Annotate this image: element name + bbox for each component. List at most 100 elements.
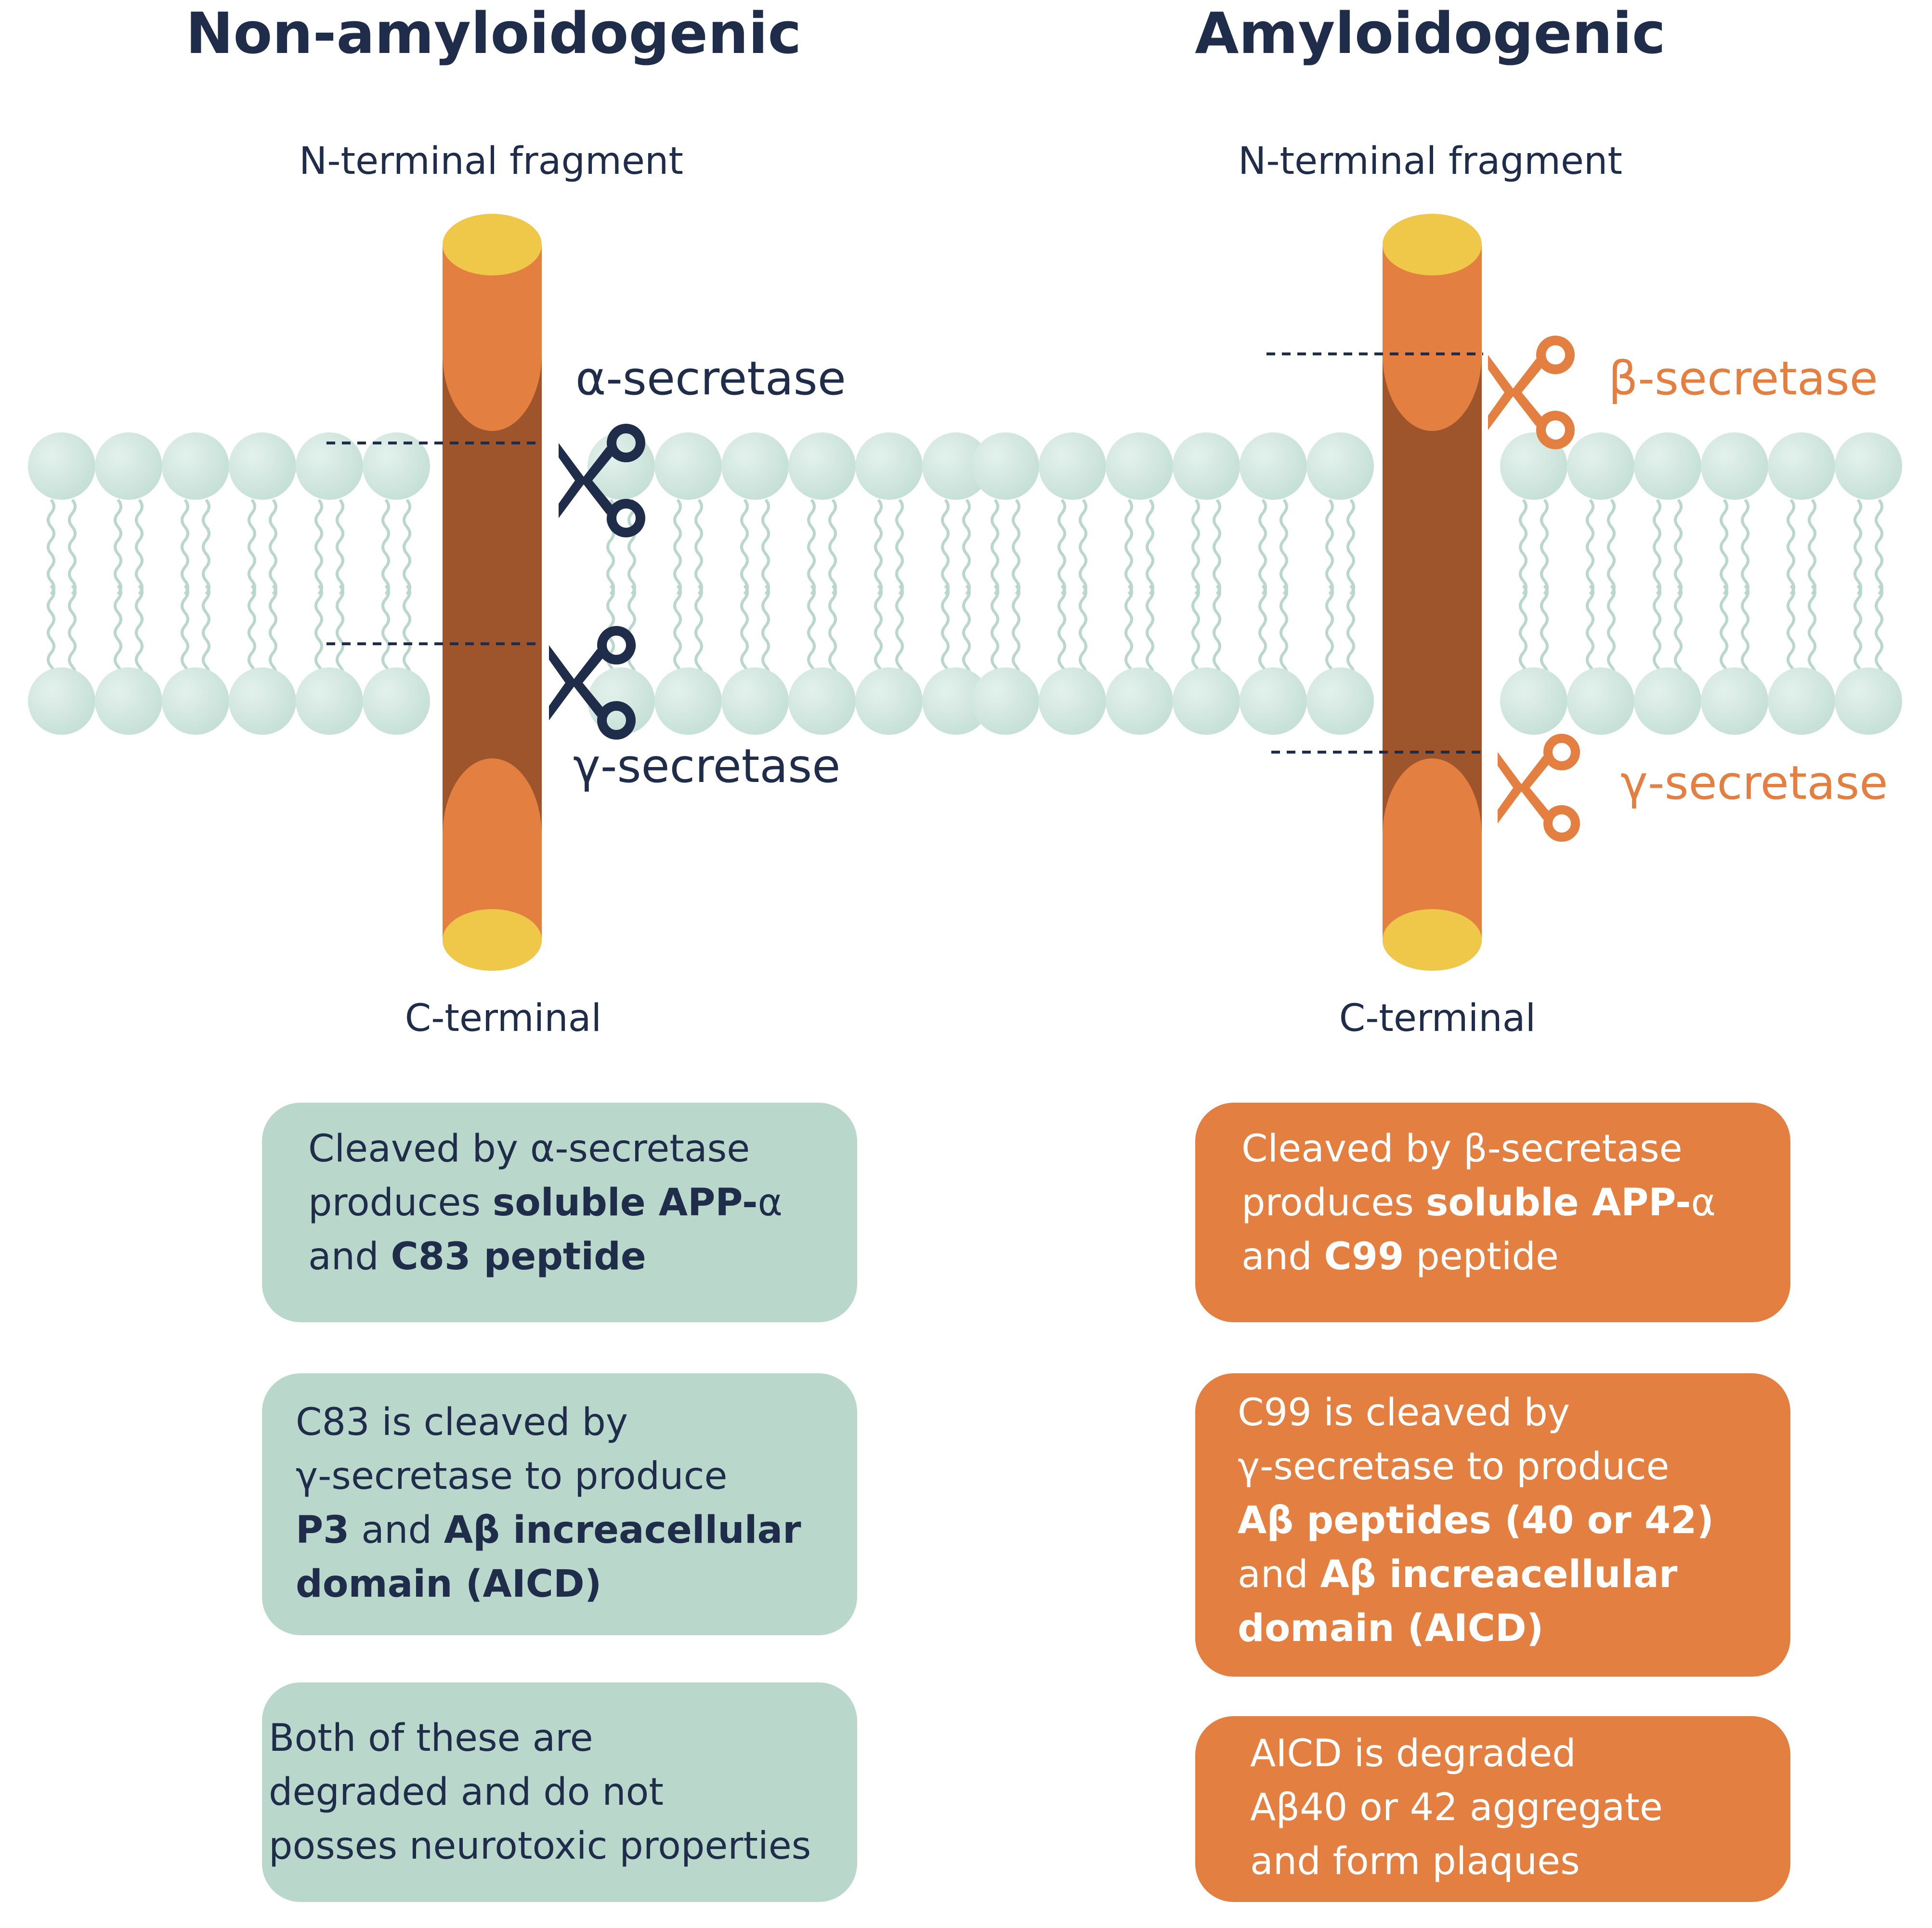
lipid-tail [874, 499, 883, 595]
lipid-tail [1875, 499, 1883, 595]
lipid-tail [991, 499, 999, 595]
lipid-tail [1808, 585, 1816, 681]
box-line: γ-secretase to produce [1238, 1440, 1748, 1494]
scissors-handle [597, 626, 636, 664]
lipid-tail [1146, 499, 1154, 595]
lipid-tail [135, 499, 144, 595]
protein-transmembrane-segment [443, 354, 542, 835]
box-text-run: Cleaved by β-secretase [1241, 1127, 1683, 1171]
box-text-run: posses neurotoxic properties [269, 1824, 811, 1868]
left-info-box-2-text: C83 is cleaved by γ-secretase to produce P… [296, 1395, 823, 1611]
lipid-tail [314, 585, 323, 681]
box-text-run: degraded and do not [269, 1771, 664, 1814]
box-text-run: and form plaques [1250, 1840, 1580, 1883]
lipid-tail [1124, 585, 1133, 681]
lipid-tail [202, 499, 210, 595]
box-line: domain (AICD) [1238, 1602, 1748, 1655]
lipid-tail [740, 499, 749, 595]
right-title: Amyloidogenic [1195, 0, 1666, 66]
box-line: Aβ peptides (40 or 42) [1238, 1494, 1748, 1548]
lipid-tail [1540, 499, 1549, 595]
lipid-tail [1519, 499, 1527, 595]
lipid-head [28, 667, 95, 735]
box-line: Cleaved by α-secretase [308, 1122, 811, 1176]
lipid-tail [941, 499, 950, 595]
lipid-tail [1258, 499, 1267, 595]
lipid-head [788, 432, 856, 500]
lipid-head [229, 667, 296, 735]
lipid-tail [1325, 499, 1334, 595]
lipid-tail [1191, 499, 1200, 595]
box-line: produces soluble APP-α [308, 1176, 811, 1230]
lipid-head [1701, 432, 1768, 500]
lipid-head [1039, 667, 1106, 735]
lipid-tail [1279, 499, 1288, 595]
right-gamma-secretase-label: γ-secretase [1620, 756, 1888, 810]
box-text-run: and [1241, 1235, 1324, 1278]
lipid-tail [336, 585, 344, 681]
lipid-tail [807, 585, 816, 681]
box-text-bold: soluble APP- [1425, 1181, 1691, 1225]
left-n-terminal-label: N-terminal fragment [299, 140, 683, 183]
lipid-tail [761, 499, 770, 595]
left-alpha-scissors-icon [559, 424, 645, 537]
lipid-head [1768, 432, 1835, 500]
left-app-protein [443, 214, 542, 971]
box-text-bold: C99 [1324, 1235, 1404, 1278]
lipid-tail [114, 585, 122, 681]
lipid-head [1306, 667, 1374, 735]
lipid-tail [1808, 499, 1816, 595]
left-c-terminal-label: C-terminal [405, 997, 602, 1040]
lipid-tail [874, 585, 883, 681]
left-info-box-3-text: Both of these are degraded and do not poss… [269, 1711, 850, 1873]
box-text-bold: Aβ increacellular [444, 1509, 801, 1552]
lipid-tail [1540, 585, 1549, 681]
lipid-tail [1346, 499, 1355, 595]
box-line: Cleaved by β-secretase [1241, 1122, 1744, 1176]
lipid-tail [1741, 585, 1749, 681]
lipid-tail [1741, 499, 1749, 595]
lipid-tail [1674, 585, 1683, 681]
left-gamma-scissors-icon [549, 626, 636, 740]
lipid-head [1567, 667, 1634, 735]
lipid-tail [673, 585, 682, 681]
lipid-tail [1325, 585, 1334, 681]
lipid-head [229, 432, 296, 500]
scissors-handle [1543, 805, 1580, 842]
box-text-run: C99 is cleaved by [1238, 1391, 1570, 1434]
lipid-tail [1213, 585, 1221, 681]
lipid-tail [47, 499, 55, 595]
lipid-tail [694, 585, 703, 681]
lipid-tail [381, 585, 390, 681]
lipid-head [654, 667, 722, 735]
box-line: C83 is cleaved by [296, 1395, 823, 1449]
lipid-head [1567, 432, 1634, 500]
left-info-box-3: Both of these are degraded and do not poss… [262, 1682, 857, 1902]
lipid-tail [1057, 585, 1066, 681]
lipid-tail [1854, 499, 1862, 595]
lipid-tail [1519, 585, 1527, 681]
box-line: Aβ40 or 42 aggregate [1250, 1781, 1736, 1835]
lipid-head [162, 432, 229, 500]
lipid-tail [740, 585, 749, 681]
lipid-tail [381, 499, 390, 595]
lipid-tail [1146, 585, 1154, 681]
lipid-head [855, 432, 923, 500]
lipid-tail [1079, 585, 1087, 681]
right-app-protein [1383, 214, 1482, 971]
box-text-run: γ-secretase to produce [1238, 1445, 1670, 1488]
lipid-tail [694, 499, 703, 595]
lipid-head [1306, 432, 1374, 500]
box-line: posses neurotoxic properties [269, 1819, 850, 1873]
lipid-head [1835, 667, 1902, 735]
box-line: Both of these are [269, 1711, 850, 1765]
lipid-tail [202, 585, 210, 681]
scissors-blades [549, 645, 605, 720]
box-text-run: peptide [1404, 1235, 1559, 1278]
scissors-handle [1536, 411, 1575, 449]
lipid-head [1240, 667, 1307, 735]
lipid-tail [941, 585, 950, 681]
lipid-tail [895, 499, 904, 595]
box-text-bold: domain (AICD) [296, 1563, 602, 1606]
